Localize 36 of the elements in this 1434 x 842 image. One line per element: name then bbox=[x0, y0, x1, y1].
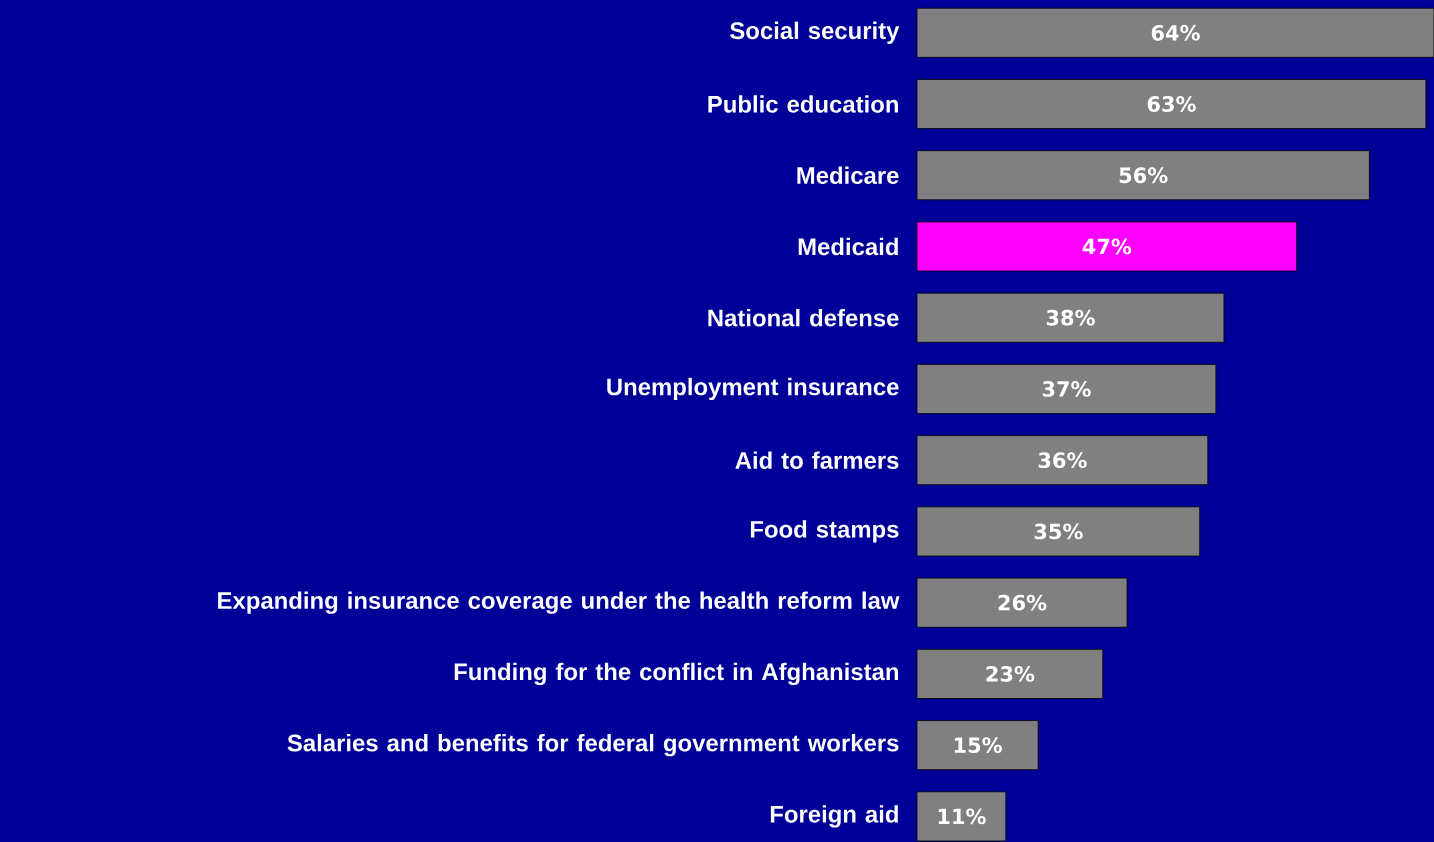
y-tick-label: Aid to farmers bbox=[735, 451, 899, 469]
bar bbox=[916, 506, 1201, 557]
bar bbox=[916, 292, 1225, 343]
bar bbox=[916, 791, 1007, 842]
data-label: 15% bbox=[954, 737, 1002, 754]
y-tick-label: National defense bbox=[708, 308, 899, 327]
y-tick-label: Foreign aid bbox=[770, 805, 898, 828]
y-tick-label: Funding for the conflict in Afghanistan bbox=[454, 662, 899, 686]
bar bbox=[916, 363, 1217, 414]
data-label: 56% bbox=[1119, 167, 1168, 184]
y-tick-label: Food stamps bbox=[750, 520, 899, 543]
y-tick-label: Public education bbox=[708, 95, 898, 113]
bar bbox=[916, 7, 1434, 58]
data-label: 64% bbox=[1151, 24, 1200, 41]
data-label: 11% bbox=[938, 808, 986, 825]
data-label: 35% bbox=[1034, 523, 1083, 540]
data-label: 36% bbox=[1038, 452, 1087, 469]
y-tick-label: Salaries and benefits for federal government workers bbox=[287, 733, 899, 757]
data-label: 38% bbox=[1046, 309, 1095, 326]
bar bbox=[916, 79, 1427, 129]
y-tick-label: Medicaid bbox=[798, 237, 898, 256]
data-label: 23% bbox=[986, 665, 1035, 682]
y-tick-label: Social security bbox=[730, 21, 900, 44]
bar bbox=[916, 435, 1209, 486]
bar bbox=[916, 720, 1039, 771]
data-label: 37% bbox=[1042, 381, 1091, 397]
bar bbox=[916, 150, 1370, 201]
y-tick-label: Medicare bbox=[797, 166, 899, 185]
bar bbox=[916, 648, 1104, 699]
y-tick-label: Unemployment insurance bbox=[607, 377, 899, 401]
data-label: 63% bbox=[1147, 96, 1196, 112]
bar bbox=[916, 221, 1298, 272]
data-label: 47% bbox=[1082, 238, 1132, 255]
bar bbox=[916, 577, 1128, 628]
data-label: 26% bbox=[998, 594, 1047, 611]
y-tick-label: Expanding insurance coverage under the health reform law bbox=[218, 591, 900, 614]
